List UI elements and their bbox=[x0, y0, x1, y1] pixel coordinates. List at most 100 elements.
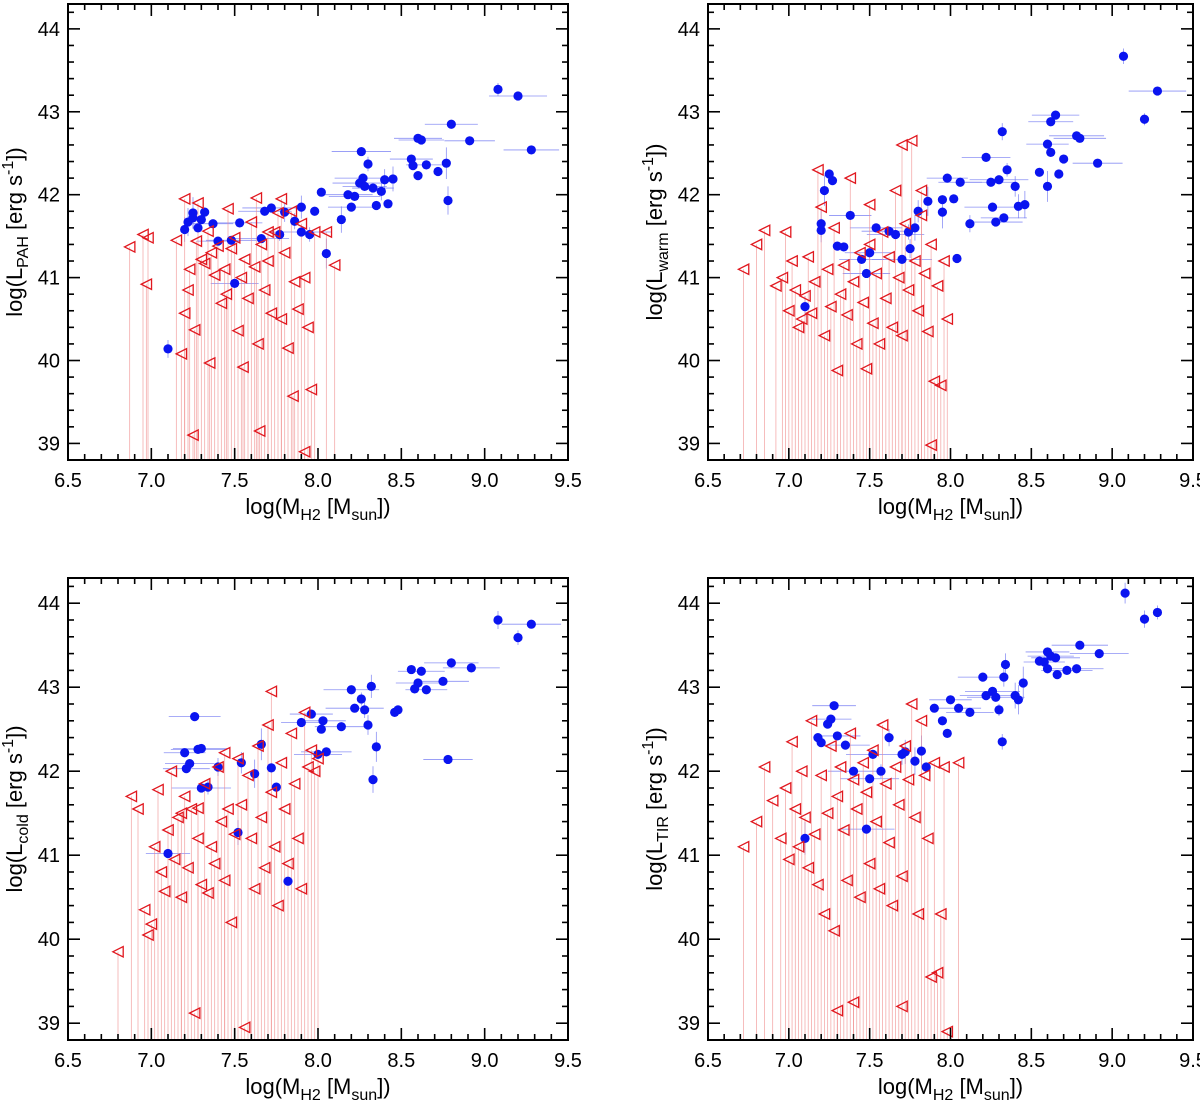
detection-point bbox=[845, 210, 855, 221]
upper-limit-point bbox=[304, 383, 318, 396]
detection-point bbox=[360, 181, 370, 191]
x-axis-label: log(MH2 [Msun]) bbox=[878, 1074, 1023, 1101]
upper-limit-point bbox=[914, 714, 928, 728]
upper-limit-point bbox=[863, 857, 876, 870]
detection-point bbox=[230, 278, 240, 289]
detection-point bbox=[446, 658, 456, 668]
upper-limit-point bbox=[168, 853, 181, 866]
detection-point bbox=[163, 848, 173, 859]
x-tick-label: 6.5 bbox=[694, 1050, 722, 1072]
upper-limit-point bbox=[833, 287, 847, 301]
detection-point bbox=[1075, 640, 1085, 650]
detection-point bbox=[446, 119, 456, 129]
upper-limit-point bbox=[298, 271, 311, 284]
upper-limit-point bbox=[174, 806, 188, 820]
detection-point bbox=[380, 175, 390, 185]
upper-limit-point bbox=[234, 271, 248, 284]
upper-limit-point bbox=[757, 760, 771, 774]
upper-limit-point bbox=[214, 815, 228, 828]
detection-point bbox=[1093, 158, 1103, 168]
detection-point bbox=[316, 187, 326, 197]
upper-limit-point bbox=[291, 302, 304, 316]
upper-limit-point bbox=[798, 289, 811, 303]
upper-limit-point bbox=[218, 263, 231, 276]
panel-pah: 6.5 7.0 7.5 8.0 8.5 9.0 9.5 39 40 41 42 43 44 log(MH2… bbox=[0, 3, 582, 524]
upper-limit-point bbox=[169, 234, 183, 247]
upper-limit-point bbox=[204, 246, 218, 259]
upper-limit-point bbox=[846, 773, 860, 786]
upper-limit-point bbox=[178, 192, 191, 206]
detection-point bbox=[1042, 647, 1053, 657]
upper-limit-point bbox=[261, 225, 274, 239]
detection-point bbox=[999, 672, 1009, 682]
y-tick-label: 39 bbox=[678, 433, 700, 455]
y-tick-label: 39 bbox=[678, 1013, 700, 1035]
detection-point bbox=[816, 225, 826, 235]
upper-limit-point bbox=[254, 238, 268, 251]
detection-point bbox=[406, 664, 416, 675]
upper-limit-point bbox=[788, 802, 802, 816]
upper-limit-point bbox=[211, 760, 224, 774]
upper-limit-point bbox=[914, 184, 928, 197]
upper-limit-point bbox=[188, 1006, 201, 1020]
upper-limit-point bbox=[940, 1025, 954, 1038]
detection-point bbox=[416, 666, 426, 676]
upper-limit-point bbox=[930, 966, 944, 980]
detection-point bbox=[1062, 665, 1072, 676]
upper-limit-point bbox=[911, 304, 925, 318]
detection-point bbox=[390, 707, 400, 718]
upper-limit-point bbox=[198, 777, 211, 791]
upper-limit-point bbox=[191, 832, 204, 845]
detection-point bbox=[978, 672, 988, 682]
upper-limit-point bbox=[164, 764, 178, 778]
upper-limit-point bbox=[123, 240, 136, 254]
upper-limit-point bbox=[882, 836, 895, 849]
detection-point bbox=[321, 747, 331, 757]
upper-limit-point bbox=[251, 337, 264, 351]
upper-limit-point bbox=[241, 769, 254, 782]
detection-point bbox=[1152, 86, 1163, 96]
upper-limit-point bbox=[824, 300, 837, 313]
y-axis-label: log(LTIR [erg s-1]) bbox=[640, 727, 672, 891]
detection-point bbox=[1042, 139, 1053, 149]
panel-tir: 6.5 7.0 7.5 8.0 8.5 9.0 9.5 39 40 41 42 43 44 log(MH2… bbox=[640, 577, 1200, 1101]
upper-limit-point bbox=[141, 928, 154, 942]
detection-point bbox=[283, 876, 293, 886]
x-tick-label: 8.5 bbox=[387, 470, 415, 492]
upper-limit-point bbox=[811, 163, 824, 177]
panel-warm: 6.5 7.0 7.5 8.0 8.5 9.0 9.5 39 40 41 42 43 44 log(MH2… bbox=[640, 3, 1200, 524]
detection-point bbox=[1094, 649, 1104, 659]
detection-point bbox=[368, 775, 378, 785]
x-tick-label: 8.5 bbox=[387, 1050, 415, 1072]
panel-cold: 6.5 7.0 7.5 8.0 8.5 9.0 9.5 39 40 41 42 43 44 log(MH2… bbox=[0, 577, 582, 1101]
detection-point bbox=[465, 136, 475, 146]
detection-point bbox=[1046, 147, 1056, 158]
upper-limit-point bbox=[775, 271, 789, 284]
y-tick-label: 43 bbox=[38, 677, 60, 699]
upper-limit-point bbox=[804, 714, 818, 728]
detection-point bbox=[356, 146, 366, 157]
upper-limit-point bbox=[264, 785, 278, 799]
detection-point bbox=[832, 241, 842, 251]
detection-point bbox=[903, 227, 914, 237]
detection-point bbox=[923, 196, 933, 206]
upper-limit-point bbox=[201, 886, 214, 900]
upper-limit-point bbox=[211, 239, 224, 253]
upper-limit-point bbox=[138, 903, 151, 917]
detection-point bbox=[421, 160, 431, 170]
upper-limit-point bbox=[951, 756, 965, 770]
detection-point bbox=[1010, 181, 1020, 191]
detection-point bbox=[937, 207, 948, 217]
y-tick-label: 43 bbox=[38, 102, 60, 124]
detection-point bbox=[999, 213, 1009, 223]
detection-point bbox=[1034, 656, 1045, 666]
detection-point bbox=[905, 243, 915, 254]
detection-point bbox=[942, 728, 952, 739]
upper-limit-point bbox=[261, 254, 274, 268]
upper-limit-point bbox=[278, 246, 291, 259]
x-tick-label: 8.0 bbox=[304, 470, 332, 492]
detection-point bbox=[824, 169, 834, 179]
detection-point bbox=[196, 214, 206, 225]
y-tick-label: 43 bbox=[678, 102, 700, 124]
